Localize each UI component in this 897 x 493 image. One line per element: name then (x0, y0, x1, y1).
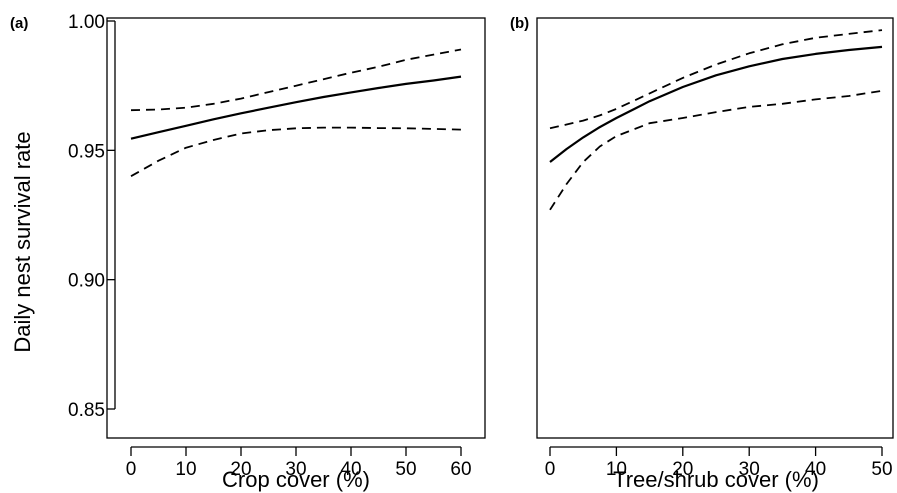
y-tick-label: 0.85 (68, 400, 105, 421)
x-tick-label: 0 (126, 459, 137, 480)
x-tick-label: 10 (175, 459, 196, 480)
x-tick-label: 0 (545, 459, 556, 480)
panel-label: (b) (510, 15, 529, 32)
x-tick-label: 20 (672, 459, 693, 480)
plot-frame (106, 17, 486, 439)
lower-ci-line (549, 89, 883, 211)
y-tick-label: 1.00 (68, 12, 105, 33)
y-tick-label: 0.95 (68, 141, 105, 162)
estimate-line (130, 75, 462, 140)
lower-ci-line (130, 126, 462, 177)
y-tick-label: 0.90 (68, 271, 105, 292)
x-tick-label: 30 (285, 459, 306, 480)
x-tick-label: 30 (739, 459, 760, 480)
x-tick-label: 50 (871, 459, 892, 480)
x-tick-label: 50 (395, 459, 416, 480)
x-tick-label: 20 (230, 459, 251, 480)
panel-a: (a) 0.85 0.90 0.95 1.00 0 10 20 30 40 50 60 Crop cov… (10, 12, 486, 492)
y-axis-title: Daily nest survival rate (10, 131, 35, 352)
x-tick-label: 40 (805, 459, 826, 480)
x-tick-label: 10 (606, 459, 627, 480)
panel-label: (a) (10, 15, 28, 32)
x-tick-label: 40 (340, 459, 361, 480)
plot-frame (536, 17, 894, 439)
x-tick-label: 60 (450, 459, 471, 480)
x-axis-title: Crop cover (%) (222, 467, 370, 492)
panel-b: (b) 0 10 20 30 40 50 Tree/shrub cover (%) (510, 15, 894, 492)
x-axis-title: Tree/shrub cover (%) (613, 467, 819, 492)
upper-ci-line (130, 48, 462, 112)
estimate-line (549, 45, 883, 163)
upper-ci-line (549, 29, 883, 130)
